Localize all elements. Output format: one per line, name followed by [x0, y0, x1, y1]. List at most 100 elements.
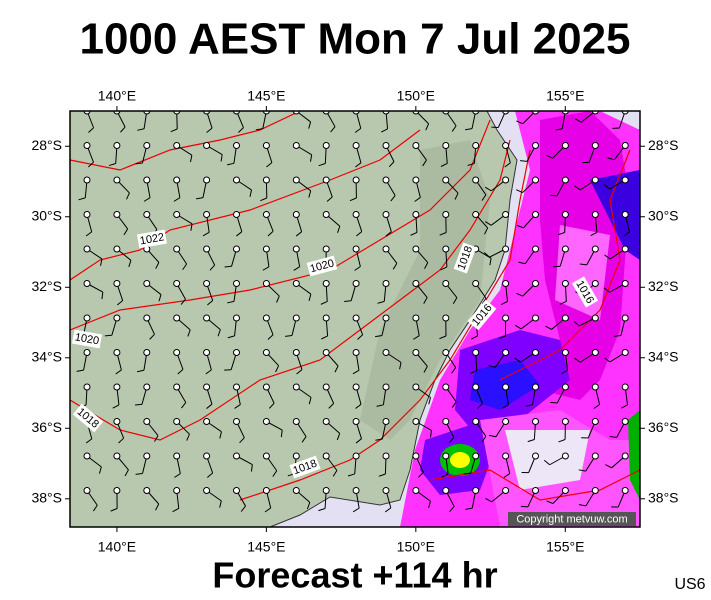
- station: [143, 487, 151, 494]
- isobar-label-box: [571, 276, 599, 308]
- barb-flag: [498, 335, 506, 339]
- barb-flag: [413, 335, 420, 340]
- barb-flag: [378, 473, 386, 477]
- station: [621, 176, 629, 184]
- station: [322, 487, 330, 494]
- lat-label: 36°S: [648, 419, 679, 435]
- station: [382, 487, 390, 494]
- barb-flag: [239, 437, 245, 444]
- barb-flag: [429, 430, 433, 438]
- barb-flag: [135, 162, 143, 165]
- barb-flag: [355, 162, 362, 168]
- station: [591, 314, 599, 322]
- barb-flag: [546, 154, 553, 159]
- barb-flag: [135, 472, 143, 475]
- station: [532, 418, 539, 425]
- station: [502, 418, 510, 425]
- station: [143, 349, 151, 356]
- station: [203, 176, 211, 184]
- barb-flag: [516, 224, 524, 229]
- barb-flag: [136, 369, 145, 373]
- station: [472, 487, 480, 494]
- barb-flag: [609, 436, 617, 438]
- barb-flag: [308, 397, 312, 405]
- station: [561, 245, 569, 253]
- station: [322, 383, 330, 391]
- station: [173, 314, 181, 322]
- station: [113, 418, 121, 425]
- station: [352, 418, 360, 425]
- station: [561, 452, 569, 460]
- barb-flag: [484, 227, 489, 235]
- barb-flag: [124, 469, 129, 477]
- station: [561, 383, 569, 391]
- isobar-label-box: [453, 242, 477, 274]
- isobar: [70, 139, 511, 441]
- barb-flag: [514, 357, 521, 363]
- barb-flag: [451, 401, 457, 408]
- station: [621, 452, 629, 460]
- barb-flag: [177, 368, 184, 375]
- barb-flag: [123, 228, 129, 236]
- station: [532, 245, 539, 253]
- barb-flag: [354, 127, 362, 133]
- lat-label: 28°S: [31, 137, 62, 153]
- barb-flag: [388, 161, 395, 168]
- barb-flag: [182, 263, 188, 271]
- barb-flag: [88, 161, 94, 168]
- barb-flag: [220, 154, 223, 162]
- barb-flag: [334, 365, 339, 373]
- station: [143, 142, 151, 149]
- station: [83, 280, 91, 287]
- station: [532, 280, 539, 287]
- station: [561, 211, 569, 218]
- barb-flag: [454, 192, 459, 200]
- station: [262, 314, 270, 322]
- lat-label: 36°S: [31, 419, 62, 435]
- barb-flag: [219, 431, 222, 439]
- barb-flag: [172, 507, 180, 513]
- barb-flag: [440, 266, 448, 271]
- barb-flag: [155, 262, 160, 269]
- station: [472, 176, 480, 184]
- barb-flag: [356, 231, 363, 237]
- station: [173, 487, 181, 494]
- forecast-label: Forecast +114 hr: [212, 555, 497, 596]
- barb-flag: [306, 502, 311, 510]
- barb-flag: [376, 404, 384, 407]
- barb-flag: [118, 437, 124, 444]
- barb-flag: [514, 324, 522, 330]
- barb-flag: [330, 126, 336, 133]
- barb-flag: [154, 435, 159, 442]
- barb-flag: [112, 404, 120, 409]
- barb-flag: [559, 301, 567, 305]
- station: [113, 142, 121, 149]
- station: [113, 349, 121, 356]
- station: [322, 349, 330, 356]
- station: [322, 142, 330, 149]
- station: [532, 211, 539, 218]
- station: [113, 314, 121, 322]
- barb-flag: [489, 434, 497, 438]
- station: [203, 418, 211, 425]
- station: [292, 418, 300, 425]
- barb-flag: [481, 436, 487, 443]
- barb-flag: [266, 162, 273, 168]
- station: [591, 349, 599, 356]
- station: [442, 280, 450, 287]
- barb-flag: [206, 403, 213, 409]
- barb-flag: [428, 397, 431, 405]
- station: [532, 349, 539, 356]
- barb-flag: [527, 438, 535, 443]
- barb-flag: [332, 470, 338, 477]
- station: [561, 142, 569, 149]
- barb-flag: [604, 357, 611, 363]
- barb-flag: [187, 329, 191, 337]
- station: [621, 211, 629, 218]
- barb-flag: [488, 365, 496, 368]
- barb-flag: [578, 469, 586, 472]
- barb-flag: [477, 403, 483, 409]
- station: [412, 383, 420, 391]
- isobar: [499, 149, 631, 381]
